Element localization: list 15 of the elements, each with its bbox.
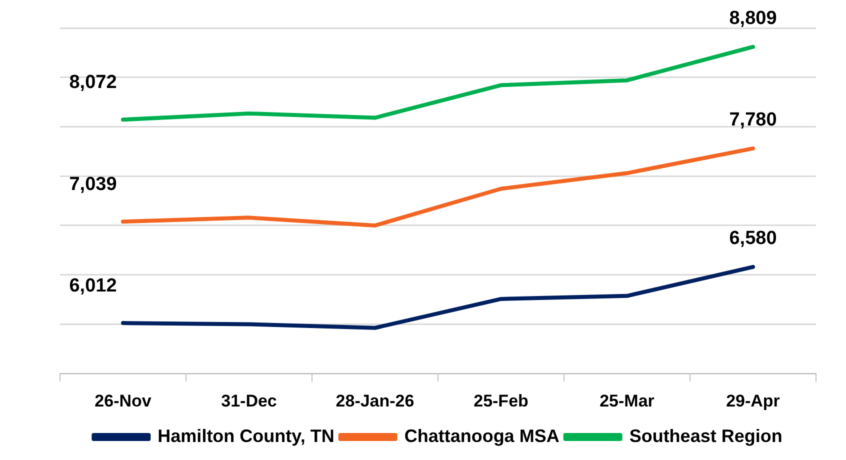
data-label: 6,012 <box>69 275 117 296</box>
data-label: 6,580 <box>729 228 777 250</box>
x-tick-label: 29-Apr <box>726 391 780 410</box>
x-tick-label: 25-Mar <box>600 391 655 410</box>
data-label: 7,039 <box>69 174 117 195</box>
data-label: 8,809 <box>729 8 777 30</box>
x-tick-label: 28-Jan-26 <box>336 391 414 410</box>
legend-label: Southeast Region <box>629 426 782 446</box>
legend-label: Chattanooga MSA <box>404 426 560 446</box>
x-tick-label: 31-Dec <box>221 391 277 410</box>
data-label: 8,072 <box>69 72 117 93</box>
x-tick-label: 25-Feb <box>474 391 528 410</box>
data-label: 7,780 <box>729 110 777 131</box>
x-tick-label: 26-Nov <box>94 391 152 410</box>
legend-label: Hamilton County, TN <box>158 426 334 446</box>
